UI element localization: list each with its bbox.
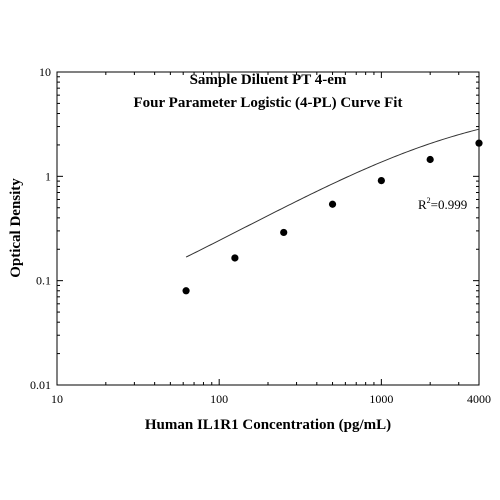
x-tick-label: 10 — [51, 392, 63, 406]
data-point — [231, 254, 239, 262]
data-point — [182, 287, 190, 295]
r-squared-superscript: 2 — [427, 196, 431, 205]
chart-title-line-2: Four Parameter Logistic (4-PL) Curve Fit — [134, 95, 403, 111]
fit-curve-layer — [185, 128, 480, 258]
x-axis-label: Human IL1R1 Concentration (pg/mL) — [145, 417, 391, 433]
data-point — [280, 228, 288, 237]
data-points — [182, 139, 483, 295]
r-squared-value: =0.999 — [431, 197, 468, 212]
plot-border — [56, 71, 480, 386]
y-axis-label: Optical Density — [8, 178, 24, 278]
chart-title-line-1: Sample Diluent PT 4-em — [190, 72, 347, 88]
x-tick-label: 1000 — [369, 392, 393, 406]
y-tick-label: 0.01 — [30, 378, 51, 392]
y-tick-label: 1 — [45, 169, 51, 183]
fit-curve — [185, 128, 480, 258]
plot-frame — [56, 71, 480, 386]
y-tick-label: 0.1 — [36, 274, 51, 288]
data-point — [426, 155, 434, 164]
x-tick-label: 4000 — [467, 392, 491, 406]
r-squared-prefix: R — [418, 197, 427, 212]
x-tick-label: 100 — [210, 392, 228, 406]
data-point — [328, 200, 337, 208]
y-tick-label: 10 — [39, 65, 51, 79]
axis-ticks: 10 100 1000 4000 0.01 0.1 1 10 — [30, 65, 491, 406]
r-squared-annotation: R2=0.999 — [418, 196, 467, 212]
data-point — [377, 177, 385, 185]
data-point — [475, 139, 483, 147]
